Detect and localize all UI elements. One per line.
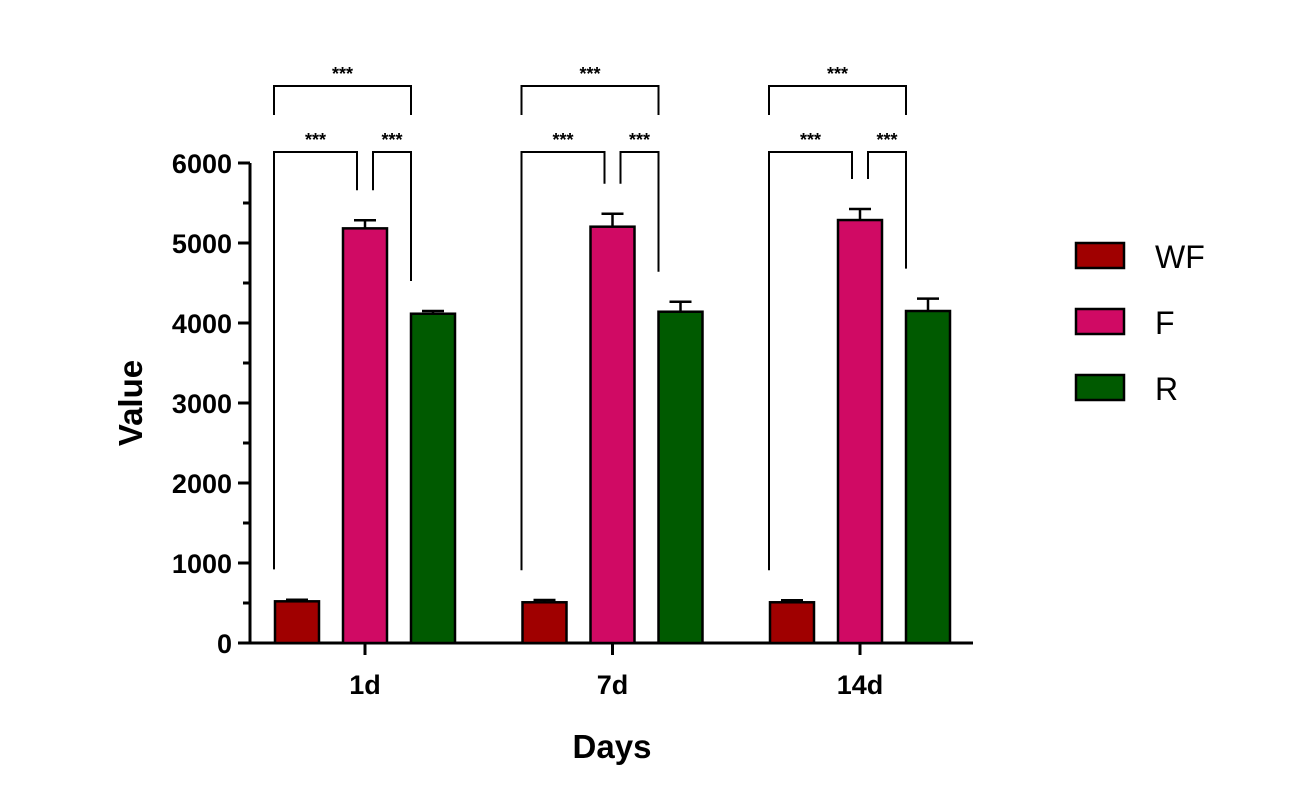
significance-bracket-wf-r: [273, 85, 412, 115]
y-tick-label: 5000: [172, 229, 232, 259]
significance-bracket-wf-f: [520, 151, 606, 571]
significance-bracket-f-r: [867, 151, 907, 269]
legend-swatch-wf: [1074, 241, 1126, 270]
y-axis-label: Value: [112, 360, 149, 446]
bar-f-1d: [341, 227, 389, 645]
significance-label: ***: [629, 130, 650, 150]
x-tick-label: 14d: [837, 670, 884, 700]
significance-bracket-wf-f: [273, 151, 358, 570]
significance-label: ***: [552, 130, 573, 150]
significance-bracket-f-r: [619, 151, 660, 272]
bar-wf-1d: [273, 600, 321, 645]
significance-bracket-wf-r: [768, 85, 907, 115]
y-tick-label: 1000: [172, 549, 232, 579]
bar-f-14d: [836, 218, 884, 645]
bar-r-14d: [904, 309, 952, 645]
significance-label: ***: [381, 130, 402, 150]
legend-label-wf: WF: [1155, 239, 1205, 275]
legend-label-r: R: [1155, 371, 1178, 407]
y-tick-label: 6000: [172, 149, 232, 179]
significance-label: ***: [827, 64, 848, 84]
bar-wf-14d: [768, 601, 816, 645]
y-tick-label: 2000: [172, 469, 232, 499]
bar-f-7d: [589, 225, 636, 645]
significance-label: ***: [800, 130, 821, 150]
bar-r-7d: [657, 310, 704, 645]
significance-label: ***: [579, 64, 600, 84]
bar-r-1d: [409, 312, 457, 645]
significance-bracket-f-r: [372, 151, 412, 281]
significance-label: ***: [305, 130, 326, 150]
x-tick-label: 7d: [597, 670, 629, 700]
y-tick-label: 3000: [172, 389, 232, 419]
x-tick-label: 1d: [349, 670, 381, 700]
bar-wf-7d: [521, 601, 568, 645]
x-axis-label: Days: [573, 728, 652, 765]
significance-bracket-wf-r: [520, 85, 660, 115]
legend-label-f: F: [1155, 305, 1175, 341]
significance-label: ***: [876, 130, 897, 150]
y-tick-label: 4000: [172, 309, 232, 339]
significance-label: ***: [332, 64, 353, 84]
legend-swatch-f: [1074, 307, 1126, 336]
significance-bracket-wf-f: [768, 151, 853, 571]
legend-swatch-r: [1074, 373, 1126, 402]
y-tick-label: 0: [217, 629, 232, 659]
